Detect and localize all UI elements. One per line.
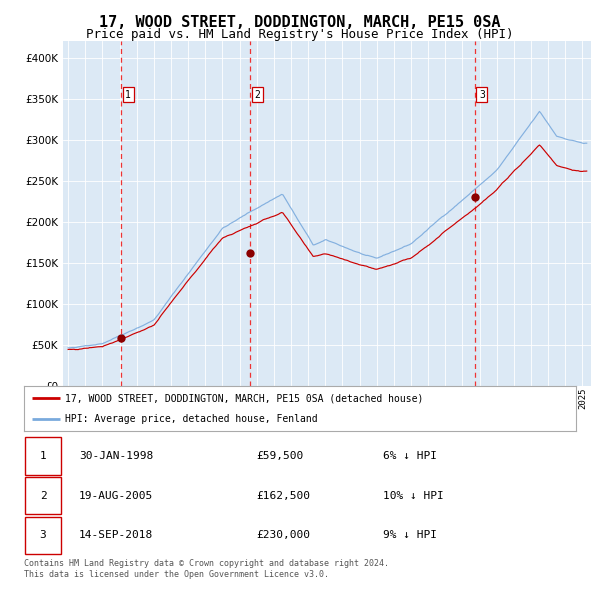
Text: 1: 1 xyxy=(125,90,131,100)
Text: 10% ↓ HPI: 10% ↓ HPI xyxy=(383,491,443,500)
Text: HPI: Average price, detached house, Fenland: HPI: Average price, detached house, Fenl… xyxy=(65,414,318,424)
Text: Contains HM Land Registry data © Crown copyright and database right 2024.
This d: Contains HM Land Registry data © Crown c… xyxy=(24,559,389,579)
FancyBboxPatch shape xyxy=(25,517,61,554)
Text: 3: 3 xyxy=(40,530,46,540)
Text: 2: 2 xyxy=(40,491,46,500)
Text: 19-AUG-2005: 19-AUG-2005 xyxy=(79,491,154,500)
Text: 9% ↓ HPI: 9% ↓ HPI xyxy=(383,530,437,540)
FancyBboxPatch shape xyxy=(25,477,61,514)
Text: 30-JAN-1998: 30-JAN-1998 xyxy=(79,451,154,461)
Text: 3: 3 xyxy=(479,90,485,100)
FancyBboxPatch shape xyxy=(25,437,61,474)
Text: £162,500: £162,500 xyxy=(256,491,310,500)
Text: 14-SEP-2018: 14-SEP-2018 xyxy=(79,530,154,540)
Text: 2: 2 xyxy=(254,90,260,100)
Text: 17, WOOD STREET, DODDINGTON, MARCH, PE15 0SA: 17, WOOD STREET, DODDINGTON, MARCH, PE15… xyxy=(99,15,501,30)
Text: £59,500: £59,500 xyxy=(256,451,303,461)
Text: 17, WOOD STREET, DODDINGTON, MARCH, PE15 0SA (detached house): 17, WOOD STREET, DODDINGTON, MARCH, PE15… xyxy=(65,394,424,404)
Text: Price paid vs. HM Land Registry's House Price Index (HPI): Price paid vs. HM Land Registry's House … xyxy=(86,28,514,41)
Text: 6% ↓ HPI: 6% ↓ HPI xyxy=(383,451,437,461)
Text: £230,000: £230,000 xyxy=(256,530,310,540)
Text: 1: 1 xyxy=(40,451,46,461)
